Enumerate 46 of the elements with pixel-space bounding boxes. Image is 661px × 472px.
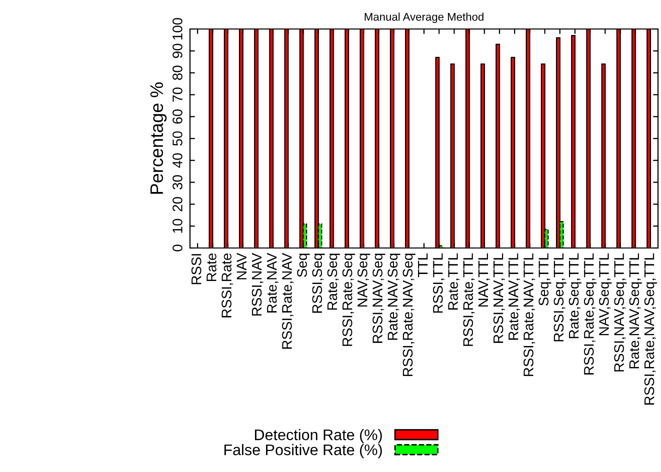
y-tick-label: 60 bbox=[172, 109, 182, 124]
y-tick-label: 100 bbox=[172, 18, 182, 40]
x-tick-label: RSSI,Rate,TTL bbox=[463, 253, 475, 346]
x-tick-label: NAV bbox=[236, 252, 246, 280]
x-tick-label: NAV,Seq bbox=[358, 254, 370, 307]
x-tick-label: RSSI,Rate,Seq bbox=[342, 254, 355, 346]
legend-label: False Positive Rate (%) bbox=[224, 444, 382, 458]
x-tick-label: NAV,TTL bbox=[478, 253, 490, 307]
x-tick-label: RSSI,Seq bbox=[312, 254, 325, 313]
y-axis-title: Percentage % bbox=[150, 82, 167, 194]
x-tick-label: RSSI,Seq,TTL bbox=[554, 253, 566, 342]
x-tick-label: RSSI,NAV,TTL bbox=[493, 253, 505, 343]
x-tick-label: RSSI,Rate,Seq,TTL bbox=[584, 253, 597, 374]
x-tick-label: RSSI,TTL bbox=[432, 253, 444, 313]
x-tick-label: RSSI,Rate,NAV,Seq bbox=[402, 254, 416, 376]
x-tick-label: TTL bbox=[418, 253, 428, 278]
chart-title: Manual Average Method bbox=[364, 12, 484, 23]
x-tick-label: Rate bbox=[206, 253, 216, 282]
x-tick-label: RSSI,Rate bbox=[222, 253, 234, 318]
x-tick-label: RSSI,Rate,NAV,Seq,TTL bbox=[644, 253, 657, 405]
x-tick-label: Rate,Seq,TTL bbox=[568, 253, 582, 338]
x-tick-label: Rate,NAV,Seq,TTL bbox=[629, 253, 642, 368]
x-tick-label: RSSI,NAV bbox=[252, 252, 264, 316]
x-tick-label: RSSI bbox=[191, 254, 202, 284]
x-tick-label: Rate,NAV bbox=[267, 252, 278, 312]
y-tick-label: 40 bbox=[172, 153, 182, 168]
x-tick-label: RSSI,NAV,Seq bbox=[372, 254, 386, 343]
x-tick-label: Rate,NAV,TTL bbox=[508, 253, 520, 340]
y-tick-label: 20 bbox=[172, 197, 182, 212]
y-tick-label: 70 bbox=[172, 88, 182, 102]
x-tick-label: RSSI,Rate,NAV bbox=[282, 252, 294, 349]
x-tick-label: Seq bbox=[297, 254, 310, 277]
x-tick-label: Rate,NAV,Seq bbox=[388, 254, 400, 340]
x-tick-label: NAV,Seq,TTL bbox=[599, 253, 612, 336]
legend-label: Detection Rate (%) bbox=[255, 429, 382, 444]
y-tick-label: 80 bbox=[172, 66, 182, 80]
x-tick-label: Rate,Seq bbox=[327, 254, 340, 310]
y-tick-label: 90 bbox=[172, 44, 182, 58]
x-tick-label: Rate,TTL bbox=[448, 253, 460, 310]
x-tick-label: Seq,TTL bbox=[538, 253, 552, 306]
x-tick-label: RSSI,NAV,Seq,TTL bbox=[614, 253, 627, 372]
x-tick-label: RSSI,Rate,NAV,TTL bbox=[524, 253, 536, 376]
y-tick-label: 50 bbox=[172, 131, 182, 146]
y-tick-label: 10 bbox=[172, 218, 182, 233]
y-tick-label: 30 bbox=[172, 175, 182, 190]
y-tick-label: 0 bbox=[172, 244, 182, 252]
